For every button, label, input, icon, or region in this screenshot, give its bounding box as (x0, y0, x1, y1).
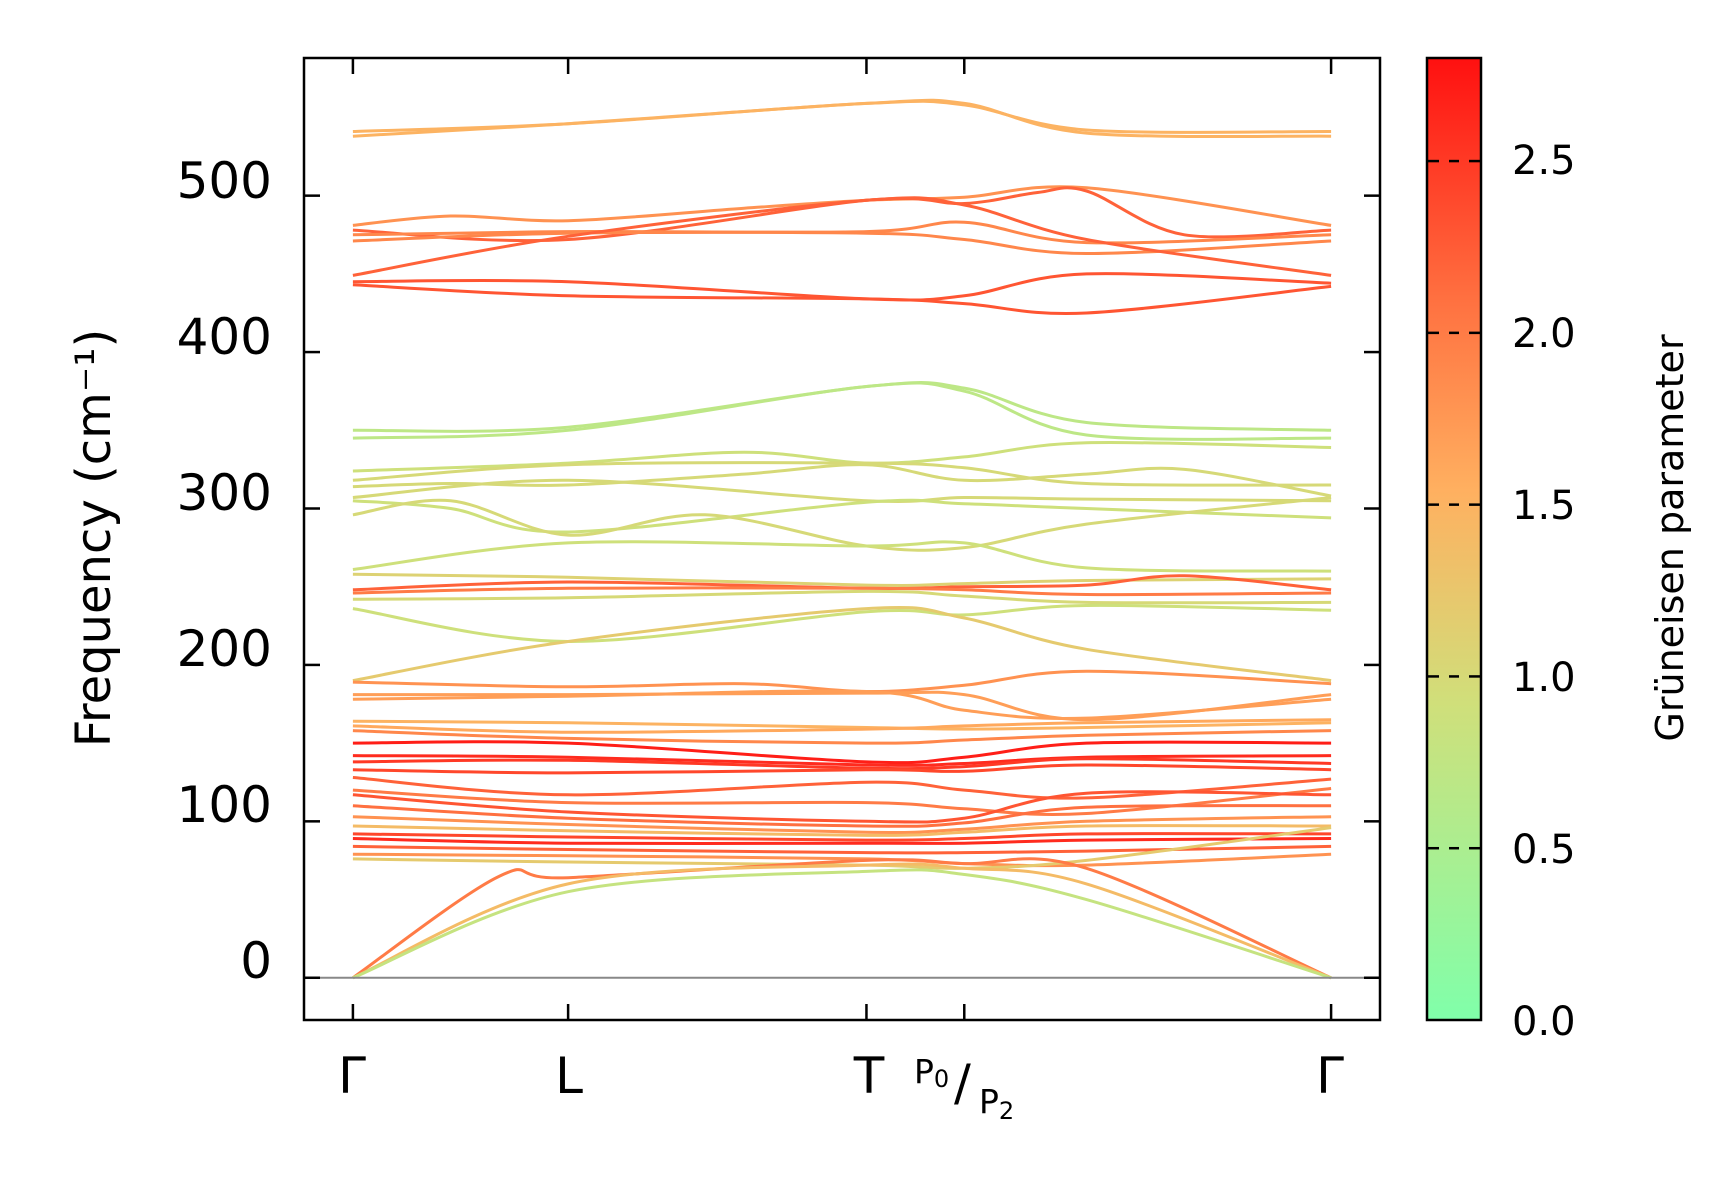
band-line-b38 (352, 804, 1332, 828)
band-line-b02 (352, 98, 1332, 139)
band-line-b36 (352, 787, 1332, 816)
band-line-b32 (352, 754, 1332, 767)
y-tick-label-200: 200 (177, 620, 272, 678)
x-tick-label-p0-p2: P0 / P2 (914, 1052, 1014, 1125)
svg-text:/: / (954, 1054, 971, 1112)
band-lines (352, 98, 1332, 980)
band-line-b31 (352, 740, 1332, 765)
band-line-b09 (352, 283, 1332, 315)
band-line-b43 (352, 844, 1332, 855)
band-line-b40 (352, 824, 1332, 837)
band-line-b07 (352, 196, 1332, 277)
colorbar-tick-label-0: 0.0 (1512, 999, 1576, 1045)
band-line-b39 (352, 815, 1332, 834)
band-line-b41 (352, 832, 1332, 842)
band-line-b23 (352, 603, 1332, 644)
band-line-b22 (352, 589, 1332, 605)
colorbar-tick-label-5: 2.5 (1512, 138, 1576, 184)
colorbar-tick-label-2: 1.0 (1512, 655, 1576, 701)
band-line-b08 (352, 272, 1332, 302)
band-line-b37 (352, 790, 1332, 824)
band-line-b30 (352, 729, 1332, 745)
band-line-b24 (352, 605, 1332, 683)
y-tick-label-100: 100 (177, 776, 272, 834)
band-line-b05 (352, 220, 1332, 245)
x-tick-label-t: T (853, 1047, 885, 1105)
band-line-b14 (352, 463, 1332, 498)
band-line-b46 (352, 857, 1332, 980)
y-tick-label-0: 0 (240, 932, 272, 990)
band-line-b11 (352, 381, 1332, 441)
band-line-b45 (352, 826, 1332, 870)
y-tick-label-500: 500 (177, 152, 272, 210)
y-axis-ticks (304, 194, 1380, 980)
band-line-b03 (352, 185, 1332, 227)
band-line-b06 (352, 230, 1332, 256)
x-axis-ticks (351, 58, 1333, 1020)
band-line-b25 (352, 669, 1332, 694)
band-line-b26 (352, 690, 1332, 722)
band-line-b21 (352, 586, 1332, 597)
band-line-b27 (352, 689, 1332, 720)
band-line-b18 (352, 540, 1332, 573)
band-line-b20 (352, 574, 1332, 592)
y-tick-label-300: 300 (177, 464, 272, 522)
colorbar (1425, 56, 1483, 1022)
band-line-b34 (352, 763, 1332, 775)
band-line-b47 (352, 862, 1332, 980)
colorbar-title: Grüneisen parameter (1648, 334, 1692, 742)
band-line-b35 (352, 776, 1332, 800)
x-tick-label-gamma-start: Γ (338, 1047, 366, 1105)
plot-frame (302, 56, 1382, 1022)
x-tick-label-l: L (555, 1047, 583, 1105)
colorbar-ticks (1427, 159, 1481, 850)
band-line-b17 (352, 496, 1332, 552)
svg-text:P2: P2 (979, 1082, 1014, 1125)
band-line-b13 (352, 461, 1332, 487)
colorbar-tick-label-4: 2.0 (1512, 311, 1576, 357)
band-line-b15 (352, 478, 1332, 503)
colorbar-tick-label-3: 1.5 (1512, 483, 1576, 529)
colorbar-tick-label-1: 0.5 (1512, 827, 1576, 873)
y-tick-label-400: 400 (177, 308, 272, 366)
y-axis-title: Frequency (cm⁻¹) (66, 329, 122, 747)
svg-text:P0: P0 (914, 1052, 949, 1093)
band-line-b48 (352, 868, 1332, 980)
band-line-b29 (352, 718, 1332, 734)
band-line-b42 (352, 837, 1332, 846)
x-tick-label-gamma-end: Γ (1316, 1047, 1344, 1105)
band-line-b16 (352, 498, 1332, 534)
